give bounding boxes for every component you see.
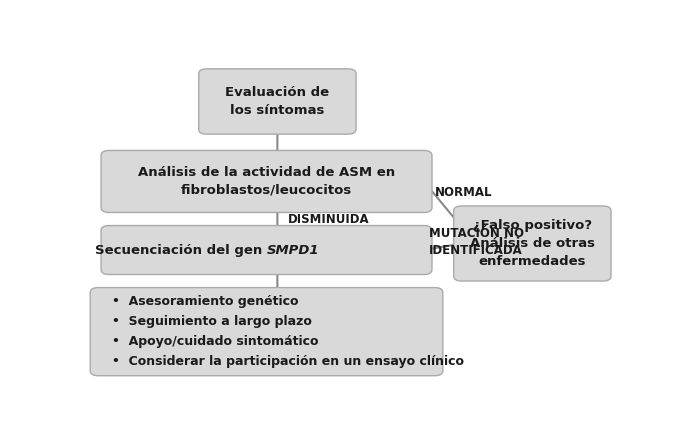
Text: DISMINUIDA: DISMINUIDA bbox=[288, 212, 370, 226]
Text: Secuenciación del gen: Secuenciación del gen bbox=[94, 243, 267, 257]
Text: •  Asesoramiento genético
•  Seguimiento a largo plazo
•  Apoyo/cuidado sintomát: • Asesoramiento genético • Seguimiento a… bbox=[112, 295, 464, 368]
Text: Análisis de la actividad de ASM en
fibroblastos/leucocitos: Análisis de la actividad de ASM en fibro… bbox=[138, 166, 395, 197]
FancyBboxPatch shape bbox=[199, 69, 356, 134]
FancyBboxPatch shape bbox=[101, 151, 432, 212]
FancyBboxPatch shape bbox=[101, 226, 432, 274]
Text: Evaluación de
los síntomas: Evaluación de los síntomas bbox=[225, 86, 330, 117]
Text: NORMAL: NORMAL bbox=[435, 187, 492, 199]
FancyBboxPatch shape bbox=[90, 287, 443, 376]
Text: MUTACIÓN NO
IDENTIFICADA: MUTACIÓN NO IDENTIFICADA bbox=[429, 227, 524, 257]
Text: Secuenciación del gen SMPD1: Secuenciación del gen SMPD1 bbox=[154, 243, 379, 257]
Text: ¿Falso positivo?
Análisis de otras
enfermedades: ¿Falso positivo? Análisis de otras enfer… bbox=[470, 219, 595, 268]
FancyBboxPatch shape bbox=[454, 206, 611, 281]
Text: SMPD1: SMPD1 bbox=[267, 243, 319, 257]
